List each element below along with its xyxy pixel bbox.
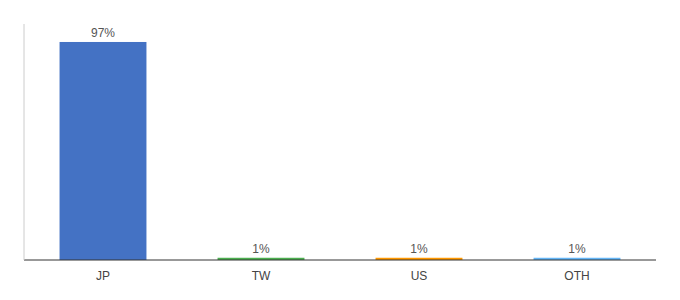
chart-container: 97% 1% 1% 1% JP TW US OTH bbox=[0, 0, 680, 300]
y-axis-line bbox=[24, 24, 25, 260]
x-tick-label: OTH bbox=[564, 269, 589, 283]
x-tick-label: TW bbox=[252, 269, 271, 283]
data-label: 97% bbox=[91, 26, 115, 40]
bar bbox=[60, 42, 147, 260]
x-tick-label: US bbox=[411, 269, 428, 283]
chart: 97% 1% 1% 1% JP TW US OTH bbox=[0, 0, 680, 300]
data-label: 1% bbox=[410, 242, 428, 256]
data-label: 1% bbox=[252, 242, 270, 256]
x-tick-label: JP bbox=[96, 269, 110, 283]
data-label: 1% bbox=[568, 242, 586, 256]
bars bbox=[60, 42, 621, 260]
x-axis-line bbox=[24, 260, 656, 261]
